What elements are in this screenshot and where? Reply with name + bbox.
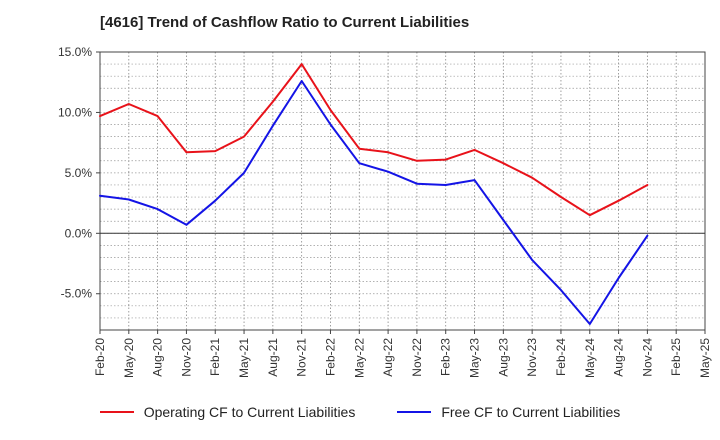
x-tick-label: May-25 [698, 338, 712, 378]
x-tick-label: May-23 [468, 338, 482, 378]
x-tick-label: Feb-21 [208, 338, 222, 376]
x-tick-label: May-20 [122, 338, 136, 378]
plot-area-border [99, 51, 706, 331]
x-tick-label: Nov-21 [295, 338, 309, 377]
y-tick-label: 5.0% [65, 166, 93, 180]
x-tick-label: Nov-20 [179, 338, 193, 377]
legend-item-free-cf: Free CF to Current Liabilities [397, 404, 620, 420]
x-tick-label: May-21 [237, 338, 251, 378]
legend-swatch-free-cf [397, 411, 432, 413]
x-tick-label: Feb-20 [93, 338, 107, 376]
y-tick-label: 0.0% [65, 226, 93, 240]
grid [100, 52, 705, 330]
x-tick-label: Nov-22 [410, 338, 424, 377]
x-tick-label: Feb-25 [669, 338, 683, 376]
x-tick-label: May-22 [352, 338, 366, 378]
y-tick-label: 15.0% [58, 45, 92, 59]
x-tick-label: Aug-24 [612, 338, 626, 377]
series-line-free-cf [99, 80, 649, 325]
x-axis-ticks: Feb-20 May-20 Aug-20 Nov-20 Feb-21 May-21 Aug-… [93, 330, 712, 378]
legend-label-free-cf: Free CF to Current Liabilities [441, 404, 621, 420]
x-tick-label: Aug-23 [496, 338, 510, 377]
legend-swatch-operating-cf [99, 411, 134, 413]
legend-label-operating-cf: Operating CF to Current Liabilities [143, 404, 356, 420]
x-tick-label: Feb-22 [323, 338, 337, 376]
x-tick-label: Feb-23 [439, 338, 453, 376]
x-tick-label: Feb-24 [554, 338, 568, 376]
legend: Operating CF to Current Liabilities Free… [0, 404, 720, 420]
x-tick-label: Aug-21 [266, 338, 280, 377]
x-tick-label: Nov-23 [525, 338, 539, 377]
x-tick-label: Aug-22 [381, 338, 395, 377]
x-tick-label: May-24 [583, 338, 597, 378]
legend-item-operating-cf: Operating CF to Current Liabilities [99, 404, 356, 420]
x-tick-label: Nov-24 [640, 338, 654, 377]
series [99, 63, 649, 325]
chart-title: [4616] Trend of Cashflow Ratio to Curren… [100, 14, 470, 31]
series-line-operating-cf [99, 63, 649, 217]
y-tick-label: -5.0% [61, 287, 93, 301]
x-tick-label: Aug-20 [151, 338, 165, 377]
y-axis-ticks: 15.0% 10.0% 5.0% 0.0% -5.0% [58, 45, 100, 301]
y-tick-label: 10.0% [58, 105, 92, 119]
